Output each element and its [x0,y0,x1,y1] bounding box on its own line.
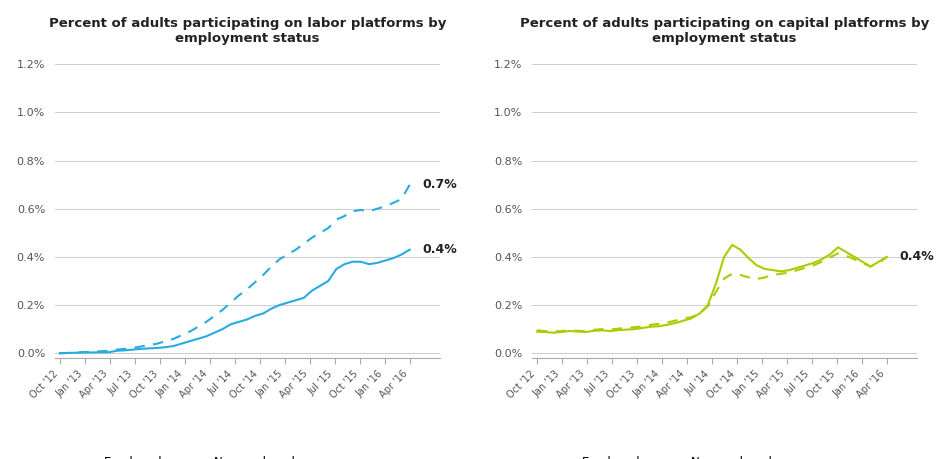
Title: Percent of adults participating on labor platforms by
employment status: Percent of adults participating on labor… [49,17,446,45]
Text: 0.7%: 0.7% [422,178,456,191]
Title: Percent of adults participating on capital platforms by
employment status: Percent of adults participating on capit… [519,17,928,45]
Text: 0.4%: 0.4% [899,251,933,263]
Text: 0.4%: 0.4% [422,243,456,256]
Legend: Employed, Nonemployed: Employed, Nonemployed [537,452,777,459]
Legend: Employed, Nonemployed: Employed, Nonemployed [61,452,300,459]
